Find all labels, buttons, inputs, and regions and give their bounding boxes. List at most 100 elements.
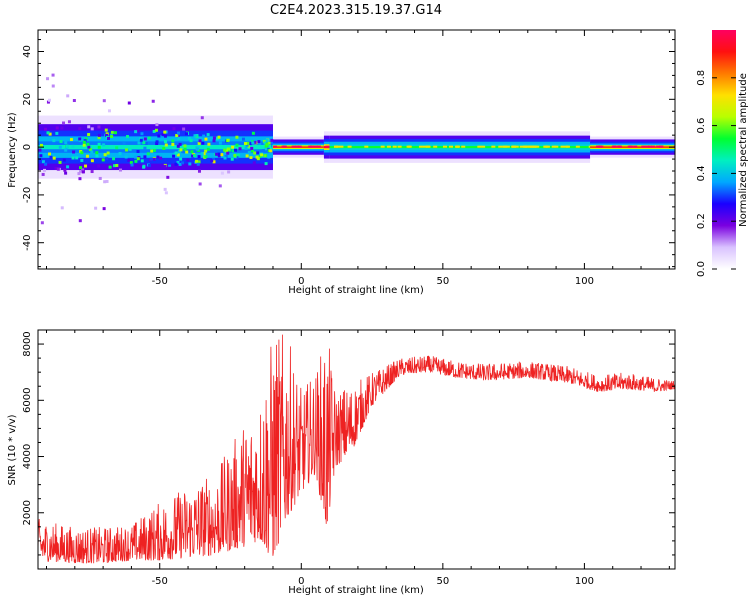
spectrogram-scatter-cell [90, 127, 94, 131]
colorbar-gradient [712, 30, 736, 269]
snr-x-tick-label: 0 [298, 576, 304, 587]
spectrogram-scatter-cell [195, 146, 199, 150]
spectrogram-scatter-cell [122, 142, 126, 146]
spectrogram-scatter-cell [250, 146, 254, 150]
spectrogram-scatter-cell [40, 221, 44, 225]
spectrogram-scatter-cell [224, 154, 228, 158]
spectrogram-peak-cell [333, 145, 338, 148]
spectrogram-scatter-cell [110, 135, 114, 139]
spectrogram-peak-cell [273, 145, 278, 148]
spectrogram-scatter-cell [84, 137, 88, 141]
spectrogram-scatter-cell [263, 141, 267, 145]
spectrogram-scatter-cell [193, 153, 197, 157]
spectrogram-scatter-cell [102, 207, 106, 211]
spectrogram-scatter-cell [249, 142, 253, 146]
spectrogram-scatter-cell [97, 136, 101, 140]
spectrogram-scatter-cell [136, 150, 140, 154]
spectrogram-scatter-cell [212, 139, 216, 143]
spectrogram-peak-cell [481, 145, 486, 148]
spectrogram-scatter-cell [83, 138, 87, 142]
spectrogram-peak-cell [281, 145, 286, 148]
spectrogram-scatter-cell [39, 154, 43, 158]
spectrogram-scatter-cell [253, 140, 257, 144]
spectrogram-scatter-cell [128, 147, 132, 151]
spectrogram-peak-cell [599, 145, 604, 148]
spectrogram-scatter-cell [43, 168, 47, 172]
spectrogram-scatter-cell [134, 155, 138, 159]
spectrogram-scatter-cell [105, 179, 109, 183]
spectrogram-peak-cell [560, 145, 565, 148]
spectrogram-peak-cell [651, 145, 656, 148]
spectrogram-scatter-cell [84, 154, 88, 158]
spectrogram-scatter-cell [46, 100, 50, 104]
spectrogram-scatter-cell [227, 170, 231, 174]
spectrogram-scatter-cell [71, 144, 75, 148]
colorbar-tick-label: 0.6 [696, 118, 707, 134]
spectrogram-scatter-cell [201, 141, 205, 145]
spectrogram-scatter-cell [210, 159, 214, 163]
spectrogram-scatter-cell [202, 154, 206, 158]
snr-y-tick-label: 4000 [22, 444, 33, 469]
spectrogram-peak-cell [386, 145, 391, 148]
spectrogram-scatter-cell [218, 141, 222, 145]
spectrogram-scatter-cell [121, 152, 125, 156]
spectrogram-scatter-cell [41, 172, 45, 176]
snr-axes: -50 0 50 100 2000 4000 6000 8000 [22, 329, 675, 587]
spectrogram-scatter-cell [176, 153, 180, 157]
spectrogram-peak-cell [442, 145, 447, 148]
spectrogram-peak-cell [477, 145, 482, 148]
spectrogram-scatter-cell [105, 157, 109, 161]
spectrogram-scatter-cell [176, 144, 180, 148]
spectrogram-scatter-cell [47, 98, 51, 102]
spectrogram-scatter-cell [263, 154, 267, 158]
spectrogram-scatter-cell [188, 162, 192, 166]
spectrogram-scatter-cell [119, 168, 123, 172]
spectrogram-scatter-cell [72, 150, 76, 154]
spectrogram-scatter-cell [177, 135, 181, 139]
spectrogram-scatter-cell [265, 138, 269, 142]
spectrogram-peak-cell [629, 145, 634, 148]
spectrogram-scatter-cell [85, 154, 89, 158]
spectrogram-peak-cell [316, 145, 321, 148]
spectrogram-scatter-cell [178, 162, 182, 166]
spectrogram-scatter-cell [90, 159, 94, 163]
spectrogram-scatter-cell [233, 153, 237, 157]
spectrogram-x-tick-label: 0 [298, 276, 304, 287]
spectrogram-scatter-cell [181, 161, 185, 165]
spectrogram-scatter-cell [130, 163, 134, 167]
spectrogram-scatter-cell [262, 139, 266, 143]
spectrogram-peak-cell [406, 145, 411, 148]
spectrogram-scatter-cell [235, 143, 239, 147]
spectrogram-scatter-cell [152, 148, 156, 152]
spectrogram-scatter-cell [95, 151, 99, 155]
spectrogram-scatter-cell [62, 121, 66, 125]
spectrogram-scatter-cell [245, 143, 249, 147]
spectrogram-scatter-cell [115, 146, 119, 150]
spectrogram-scatter-cell [126, 135, 130, 139]
spectrogram-scatter-cell [218, 184, 222, 188]
spectrogram-scatter-cell [38, 148, 42, 152]
spectrogram-scatter-cell [217, 135, 221, 139]
spectrogram-scatter-cell [110, 130, 114, 134]
spectrogram-scatter-cell [105, 133, 109, 137]
spectrogram-scatter-cell [155, 123, 159, 127]
spectrogram-peak-cell [648, 145, 653, 148]
spectrogram-scatter-cell [97, 142, 101, 146]
spectrogram-scatter-cell [258, 155, 262, 159]
spectrogram-scatter-cell [220, 153, 224, 157]
spectrogram-scatter-cell [163, 130, 167, 134]
snr-x-tick-label: 50 [436, 576, 449, 587]
spectrogram-peak-cell [523, 145, 528, 148]
spectrogram-scatter-cell [251, 141, 255, 145]
spectrogram-scatter-cell [187, 136, 191, 140]
spectrogram-scatter-cell [127, 158, 131, 162]
spectrogram-x-tick-label: 100 [575, 276, 594, 287]
spectrogram-scatter-cell [79, 166, 83, 170]
spectrogram-peak-cell [380, 145, 385, 148]
spectrogram-scatter-cell [55, 126, 59, 130]
spectrogram-peak-cell [347, 145, 352, 148]
spectrogram-scatter-cell [87, 133, 91, 137]
spectrogram-scatter-cell [204, 155, 208, 159]
spectrogram-scatter-cell [58, 145, 62, 149]
spectrogram-scatter-cell [179, 148, 183, 152]
